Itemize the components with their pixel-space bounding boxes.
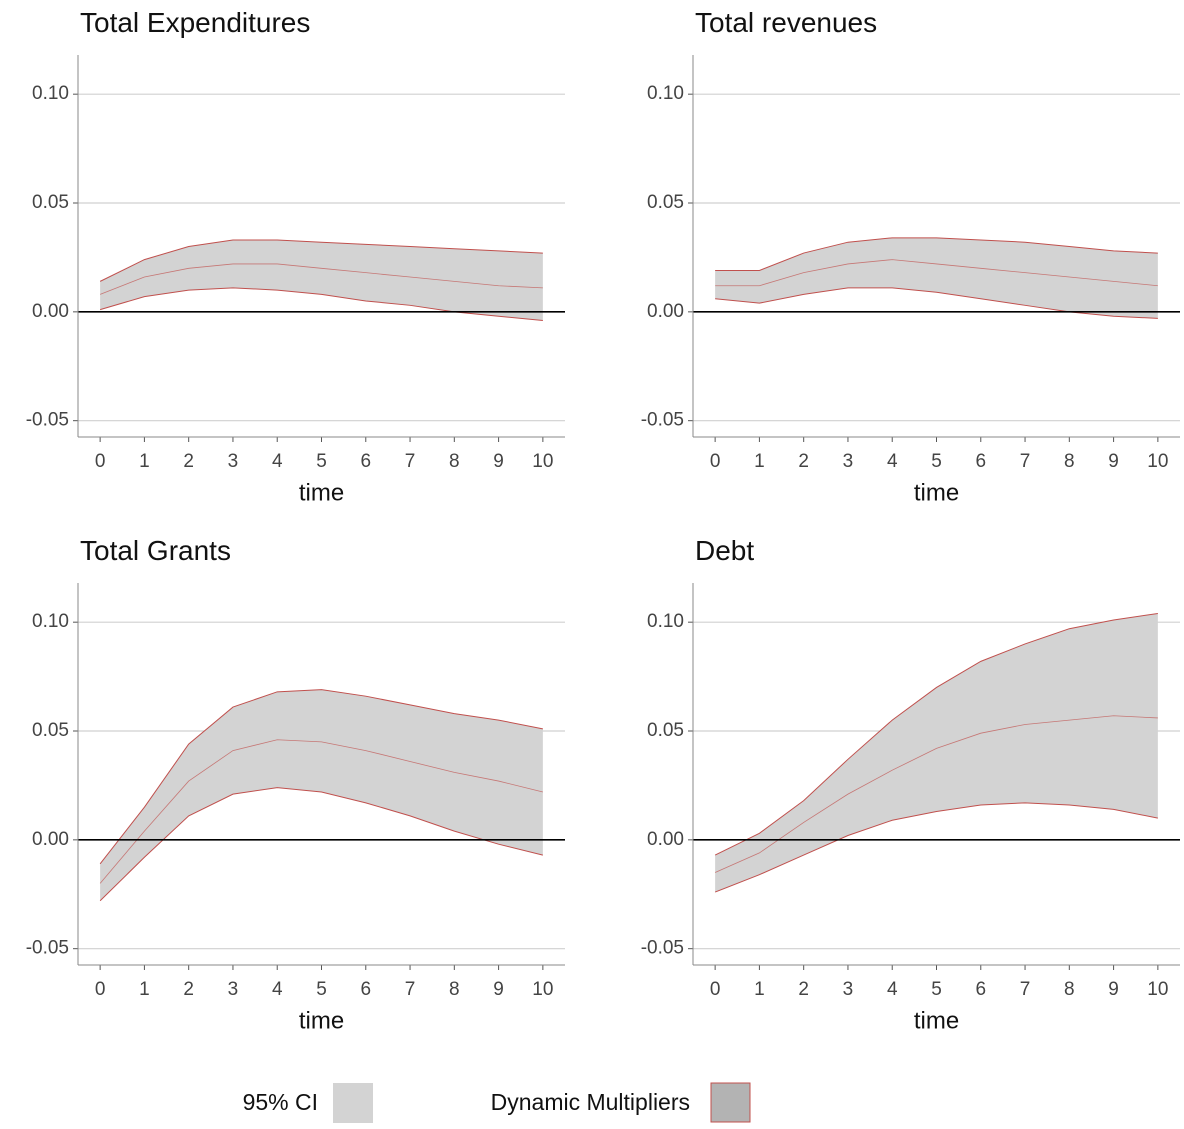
y-tick-label: 0.05 — [32, 720, 69, 741]
x-tick-label: 2 — [798, 451, 809, 472]
multiplier-line — [99, 739, 543, 884]
ci-line — [714, 802, 1158, 893]
multiplier-line — [714, 715, 1158, 873]
x-tick-label: 3 — [228, 979, 239, 1000]
x-tick-label: 3 — [228, 451, 239, 472]
x-tick-label: 9 — [1108, 979, 1119, 1000]
panel-title: Total Expenditures — [80, 7, 310, 38]
panel: Total revenues 0.10 0.05 0.00 -0.05 0 1 2 3 4 5 6 7 8… — [641, 7, 1180, 506]
y-tick-label: 0.00 — [647, 301, 684, 322]
x-tick-label: 9 — [1108, 451, 1119, 472]
y-tick-label: 0.10 — [32, 83, 69, 104]
x-tick-label: 10 — [1147, 451, 1168, 472]
x-tick-label: 2 — [798, 979, 809, 1000]
legend-key — [333, 1083, 373, 1123]
x-tick-label: 1 — [139, 451, 150, 472]
x-tick-label: 0 — [95, 451, 106, 472]
x-tick-label: 9 — [493, 451, 504, 472]
x-tick-label: 5 — [316, 979, 327, 1000]
multiplier-line — [99, 263, 543, 295]
x-tick-label: 4 — [272, 451, 283, 472]
panel-title: Total Grants — [80, 535, 231, 566]
x-axis-label: time — [914, 479, 959, 506]
ci-band — [715, 237, 1158, 319]
x-tick-label: 7 — [405, 979, 416, 1000]
x-tick-label: 10 — [532, 451, 553, 472]
x-tick-label: 6 — [975, 451, 986, 472]
x-tick-label: 5 — [316, 451, 327, 472]
y-tick-label: 0.10 — [647, 83, 684, 104]
x-axis-label: time — [299, 479, 344, 506]
x-tick-label: 4 — [272, 979, 283, 1000]
ci-band — [715, 613, 1158, 893]
x-tick-label: 7 — [1020, 451, 1031, 472]
y-tick-label: 0.10 — [647, 611, 684, 632]
x-tick-label: 7 — [405, 451, 416, 472]
x-tick-label: 7 — [1020, 979, 1031, 1000]
ci-band — [100, 689, 543, 901]
legend-label: Dynamic Multipliers — [491, 1089, 690, 1115]
y-tick-label: 0.05 — [32, 192, 69, 213]
y-tick-label: -0.05 — [26, 410, 69, 431]
y-tick-label: -0.05 — [26, 938, 69, 959]
x-tick-label: 3 — [843, 979, 854, 1000]
x-axis-label: time — [299, 1007, 344, 1034]
ci-line — [714, 612, 1158, 856]
x-tick-label: 8 — [1064, 451, 1075, 472]
x-tick-label: 2 — [183, 979, 194, 1000]
ci-line — [99, 787, 543, 902]
x-tick-label: 9 — [493, 979, 504, 1000]
y-tick-label: 0.00 — [32, 301, 69, 322]
panel: Debt 0.10 0.05 0.00 -0.05 0 1 2 3 4 5 6 7 8 9 10 time — [641, 535, 1180, 1034]
ci-line — [715, 287, 1158, 319]
x-tick-label: 0 — [710, 979, 721, 1000]
ci-line — [715, 237, 1158, 271]
y-tick-label: 0.00 — [647, 829, 684, 850]
x-tick-label: 10 — [532, 979, 553, 1000]
x-tick-label: 0 — [95, 979, 106, 1000]
legend-key — [710, 1082, 751, 1123]
x-tick-label: 8 — [1064, 979, 1075, 1000]
y-tick-label: -0.05 — [641, 410, 684, 431]
x-tick-label: 1 — [139, 979, 150, 1000]
y-tick-label: -0.05 — [641, 938, 684, 959]
x-tick-label: 3 — [843, 451, 854, 472]
panel: Total Grants 0.10 0.05 0.00 -0.05 0 1 2 3 4 5 6 7 8 9 1… — [26, 535, 565, 1034]
panel-title: Debt — [695, 535, 754, 566]
x-tick-label: 5 — [931, 979, 942, 1000]
x-tick-label: 0 — [710, 451, 721, 472]
x-tick-label: 2 — [183, 451, 194, 472]
x-tick-label: 8 — [449, 451, 460, 472]
y-tick-label: 0.10 — [32, 611, 69, 632]
y-tick-label: 0.05 — [647, 720, 684, 741]
panel: Total Expenditures 0.10 0.05 0.00 -0.05 0 1 2 3 4… — [26, 7, 565, 506]
x-tick-label: 5 — [931, 451, 942, 472]
x-tick-label: 4 — [887, 451, 898, 472]
x-tick-label: 4 — [887, 979, 898, 1000]
legend-label: 95% CI — [243, 1089, 318, 1115]
ci-line — [99, 287, 543, 322]
x-tick-label: 1 — [754, 451, 765, 472]
ci-line — [99, 239, 543, 282]
multiplier-line — [715, 259, 1158, 287]
ci-band — [100, 240, 543, 321]
panel-title: Total revenues — [695, 7, 877, 38]
y-tick-label: 0.05 — [647, 192, 684, 213]
x-tick-label: 1 — [754, 979, 765, 1000]
x-tick-label: 6 — [360, 979, 371, 1000]
x-tick-label: 10 — [1147, 979, 1168, 1000]
x-tick-label: 6 — [975, 979, 986, 1000]
x-tick-label: 6 — [360, 451, 371, 472]
y-tick-label: 0.00 — [32, 829, 69, 850]
x-tick-label: 8 — [449, 979, 460, 1000]
x-axis-label: time — [914, 1007, 959, 1034]
ci-line — [99, 689, 543, 865]
